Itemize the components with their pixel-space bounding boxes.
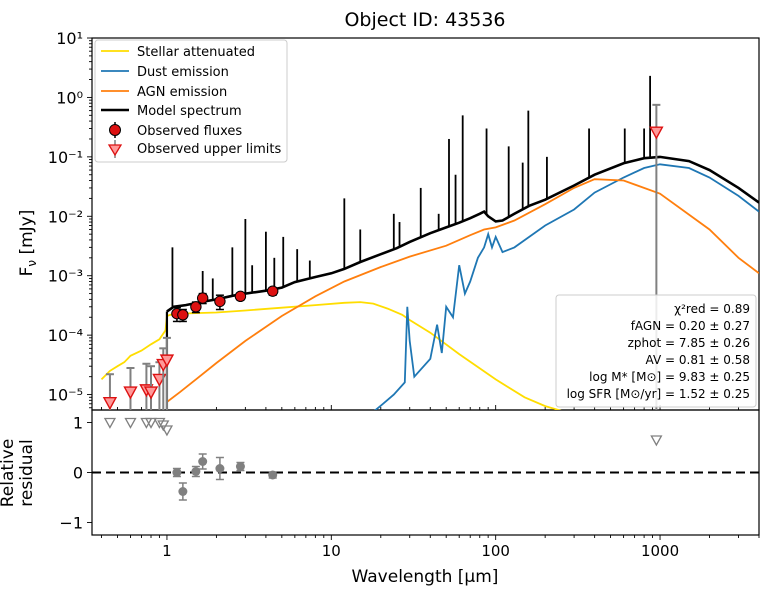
y-tick-label-top: 10⁻⁵ — [48, 386, 83, 405]
series-model — [166, 155, 759, 313]
observed-flux-marker — [214, 295, 226, 308]
top-y-axis-label: Fν [mJy] — [17, 210, 39, 277]
bottom-axes: 1 10 100 1000 −1 0 1 — [59, 414, 760, 560]
observed-flux-marker — [190, 301, 202, 313]
fit-parameters-box: χ²red = 0.89 fAGN = 0.20 ± 0.27 zphot = … — [555, 294, 757, 408]
upper-limit-marker — [123, 386, 138, 400]
legend-label-stellar: Stellar attenuated — [137, 45, 255, 60]
upper-limit-residual-marker — [124, 417, 137, 429]
upper-limit-residual-marker — [103, 417, 117, 429]
series-agn — [166, 178, 759, 403]
residual-marker — [172, 468, 182, 477]
x-tick-label: 100 — [481, 542, 510, 560]
observed-flux-marker — [267, 285, 279, 297]
fit-fagn: fAGN = 0.20 ± 0.27 — [631, 319, 750, 333]
y-tick-label-bottom: 0 — [73, 464, 83, 483]
top-axes: 10⁻⁵ 10⁻⁴ 10⁻³ 10⁻² 10⁻¹ 10⁰ 10¹ — [48, 29, 760, 410]
y-tick-label-top: 10⁻² — [48, 207, 83, 226]
residual-marker — [178, 487, 188, 496]
x-tick-label: 1000 — [641, 542, 679, 560]
upper-limit-residual-marker — [160, 425, 174, 437]
legend-swatch-limits-marker — [107, 144, 123, 157]
upper-limit-marker — [143, 386, 159, 400]
upper-limit-residual-marker — [144, 417, 158, 429]
y-tick-label-top: 10⁻³ — [48, 267, 83, 286]
legend-label-fluxes: Observed fluxes — [137, 124, 242, 139]
fit-mstar: log M* [M⊙] = 9.83 ± 0.25 — [589, 370, 750, 384]
legend-label-model: Model spectrum — [137, 104, 242, 119]
y-tick-label-bottom: 1 — [73, 414, 83, 433]
fit-zphot: zphot = 7.85 ± 0.26 — [628, 336, 750, 350]
y-tick-label-top: 10⁻⁴ — [48, 326, 83, 345]
legend: Stellar attenuated Dust emission AGN emi… — [94, 39, 288, 163]
fit-chi2: χ²red = 0.89 — [674, 302, 750, 316]
upper-limit-marker — [649, 126, 664, 140]
legend-label-limits: Observed upper limits — [137, 142, 281, 157]
x-tick-label: 1 — [162, 542, 172, 560]
fit-sfr: log SFR [M⊙/yr] = 1.52 ± 0.25 — [567, 387, 750, 401]
observed-flux-marker — [234, 290, 247, 303]
legend-box — [94, 39, 288, 163]
y-tick-label-top: 10⁻¹ — [48, 148, 83, 167]
fit-av: AV = 0.81 ± 0.58 — [646, 353, 750, 367]
legend-label-dust: Dust emission — [137, 65, 229, 80]
top-plot-area — [100, 75, 759, 410]
residual-marker — [191, 467, 201, 476]
residual-marker — [268, 470, 278, 480]
chart-title: Object ID: 43536 — [344, 9, 505, 31]
legend-swatch-fluxes-marker — [109, 124, 121, 136]
legend-label-agn: AGN emission — [137, 85, 227, 100]
y-tick-label-top: 10¹ — [56, 29, 83, 48]
observed-flux-marker — [177, 309, 189, 321]
upper-limit-residual-marker — [153, 417, 166, 429]
residual-marker — [215, 464, 225, 473]
series-dust — [374, 163, 759, 410]
y-tick-label-top: 10⁰ — [56, 88, 83, 107]
bottom-plot-area — [92, 417, 759, 501]
y-tick-label-bottom: −1 — [59, 514, 83, 533]
fit-parameters-frame — [555, 294, 757, 408]
upper-limit-marker — [159, 354, 175, 368]
x-tick-label: 10 — [322, 542, 341, 560]
upper-limit-marker — [102, 396, 118, 410]
observed-flux-marker — [196, 292, 209, 304]
residual-marker — [198, 457, 208, 466]
bottom-y-axis-label: Relativeresidual — [0, 439, 37, 508]
residual-marker — [235, 462, 245, 471]
x-axis-label: Wavelength [μm] — [352, 567, 499, 587]
upper-limit-residual-marker — [650, 435, 663, 447]
